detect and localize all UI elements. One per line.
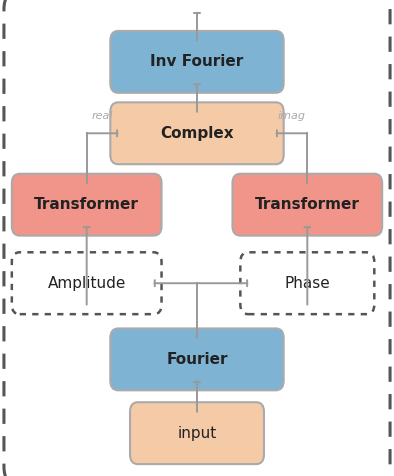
FancyBboxPatch shape xyxy=(110,31,284,93)
Text: Fourier: Fourier xyxy=(166,352,228,367)
FancyBboxPatch shape xyxy=(12,174,162,236)
FancyBboxPatch shape xyxy=(110,328,284,390)
FancyBboxPatch shape xyxy=(232,174,382,236)
Text: Amplitude: Amplitude xyxy=(48,276,126,291)
FancyBboxPatch shape xyxy=(130,402,264,464)
Text: Inv Fourier: Inv Fourier xyxy=(151,54,243,69)
FancyBboxPatch shape xyxy=(110,102,284,164)
Text: real: real xyxy=(92,111,113,121)
Text: Transformer: Transformer xyxy=(34,197,139,212)
Text: Complex: Complex xyxy=(160,126,234,141)
Text: Phase: Phase xyxy=(284,276,330,291)
FancyBboxPatch shape xyxy=(12,252,162,314)
Text: input: input xyxy=(177,426,217,441)
Text: Transformer: Transformer xyxy=(255,197,360,212)
FancyBboxPatch shape xyxy=(240,252,374,314)
Text: imag: imag xyxy=(277,111,306,121)
FancyBboxPatch shape xyxy=(4,0,390,476)
